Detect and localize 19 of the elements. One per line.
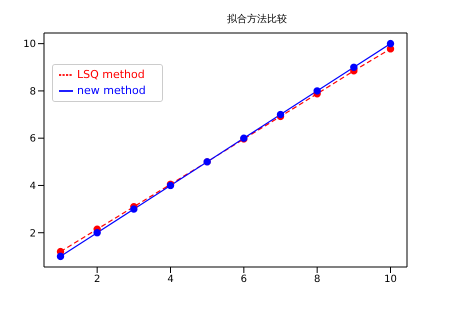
legend-label: LSQ method <box>77 68 145 81</box>
point <box>130 205 138 213</box>
y-tick-label: 10 <box>23 39 36 50</box>
point <box>386 40 394 48</box>
x-tick-label: 10 <box>384 274 397 286</box>
y-tick-label: 2 <box>30 228 36 240</box>
chart-title: 拟合方法比较 <box>226 12 288 27</box>
point <box>350 64 358 71</box>
point <box>56 252 64 260</box>
y-tick-label: 4 <box>30 181 36 192</box>
x-tick-label: 8 <box>314 274 320 286</box>
legend-label: new method <box>77 84 146 97</box>
x-tick-label: 2 <box>94 274 100 286</box>
y-tick-label: 6 <box>30 134 36 145</box>
point <box>93 229 101 236</box>
x-tick-label: 4 <box>167 274 174 286</box>
point <box>313 87 321 95</box>
x-tick-label: 6 <box>240 274 248 286</box>
y-tick-label: 8 <box>30 86 36 98</box>
